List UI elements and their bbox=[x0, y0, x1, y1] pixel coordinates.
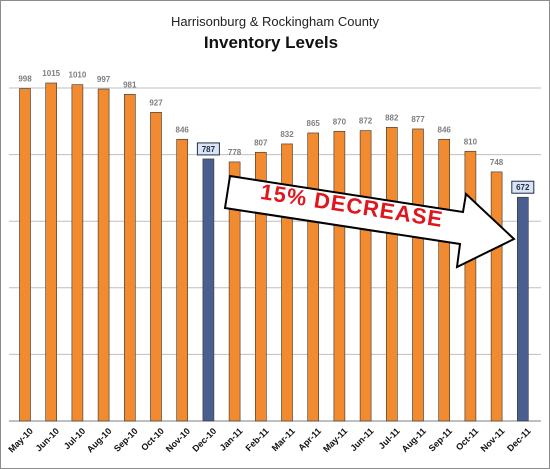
decrease-arrow bbox=[223, 174, 516, 269]
value-label: 865 bbox=[307, 119, 321, 128]
x-tick-label: Oct-11 bbox=[454, 426, 481, 453]
x-tick-label: May-11 bbox=[321, 426, 349, 454]
x-tick-label: Mar-11 bbox=[270, 426, 297, 453]
x-tick-label: Jul-10 bbox=[62, 426, 87, 451]
value-label: 882 bbox=[385, 113, 399, 122]
value-label: 997 bbox=[97, 75, 111, 84]
value-label: 810 bbox=[464, 137, 478, 146]
value-label: 787 bbox=[202, 145, 216, 154]
x-tick-label: Sep-11 bbox=[427, 426, 455, 454]
value-label-box bbox=[196, 142, 220, 156]
bar bbox=[124, 94, 136, 422]
bar bbox=[490, 171, 503, 422]
x-tick-label: Aug-10 bbox=[85, 426, 114, 455]
bar bbox=[359, 130, 372, 422]
value-label: 877 bbox=[411, 115, 425, 124]
chart-subtitle: Harrisonburg & Rockingham County bbox=[171, 14, 380, 29]
value-label-box bbox=[511, 180, 535, 194]
value-label: 846 bbox=[176, 125, 190, 134]
x-tick-label: Nov-10 bbox=[164, 426, 192, 454]
value-label: 872 bbox=[359, 117, 373, 126]
bar bbox=[97, 88, 110, 422]
bar bbox=[333, 130, 346, 422]
bar bbox=[45, 82, 58, 422]
bar bbox=[438, 138, 451, 422]
bar bbox=[307, 132, 320, 422]
x-tick-label: Oct-10 bbox=[139, 426, 166, 453]
bar bbox=[228, 161, 241, 422]
gridlines bbox=[9, 87, 541, 422]
value-label: 1010 bbox=[69, 71, 87, 80]
bar bbox=[281, 143, 293, 422]
value-label: 748 bbox=[490, 158, 504, 167]
bar bbox=[150, 112, 162, 422]
value-label: 846 bbox=[438, 125, 452, 134]
bars bbox=[19, 82, 529, 422]
value-labels: 998 1015 1010 997 981 927 846 787 778 807 832 865 87… bbox=[18, 69, 535, 194]
value-label: 927 bbox=[149, 98, 163, 107]
bar bbox=[202, 158, 215, 422]
value-label: 981 bbox=[123, 80, 137, 89]
x-tick-label: Jun-11 bbox=[348, 426, 375, 453]
x-tick-label: Jul-11 bbox=[377, 426, 402, 451]
bar bbox=[516, 196, 529, 422]
bar bbox=[385, 126, 398, 422]
bar bbox=[412, 128, 424, 422]
x-tick-label: Sep-10 bbox=[112, 426, 140, 454]
x-tick-label: Aug-11 bbox=[400, 426, 428, 454]
x-tick-label: Jun-10 bbox=[34, 426, 62, 454]
bar bbox=[255, 151, 267, 422]
value-label: 998 bbox=[18, 75, 32, 84]
x-tick-label: Apr-11 bbox=[296, 426, 323, 453]
value-label: 807 bbox=[254, 138, 268, 147]
bar bbox=[19, 88, 31, 422]
value-label: 778 bbox=[228, 148, 242, 157]
x-tick-label: Feb-11 bbox=[244, 426, 271, 453]
value-label: 832 bbox=[280, 130, 294, 139]
bar bbox=[176, 138, 188, 422]
bar bbox=[464, 150, 477, 422]
x-tick-label: Dec-11 bbox=[505, 426, 533, 454]
x-tick-label: May-10 bbox=[6, 426, 35, 455]
x-tick-label: Jan-11 bbox=[218, 426, 245, 453]
bar bbox=[71, 84, 84, 422]
value-label: 870 bbox=[333, 117, 347, 126]
value-label: 672 bbox=[516, 183, 530, 192]
x-tick-label: Dec-10 bbox=[190, 426, 218, 454]
x-tick-label: Nov-11 bbox=[479, 426, 507, 454]
value-label: 1015 bbox=[42, 69, 60, 78]
chart-title: Inventory Levels bbox=[204, 33, 338, 52]
